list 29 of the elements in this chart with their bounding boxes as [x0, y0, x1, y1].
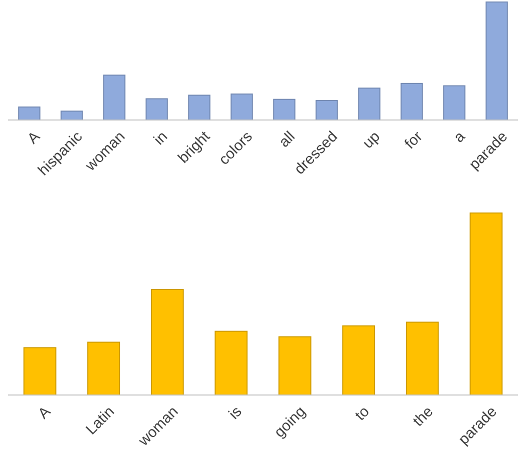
x-tick-label: A: [34, 403, 54, 422]
x-tick-label: is: [226, 403, 246, 423]
bar: [443, 85, 466, 120]
x-tick-label: in: [150, 128, 171, 148]
bar: [18, 106, 40, 120]
bar: [146, 98, 168, 120]
bar: [188, 94, 210, 120]
bar: [316, 100, 338, 120]
bar: [23, 347, 56, 396]
bar: [103, 74, 126, 120]
bar: [230, 94, 253, 120]
bar: [214, 330, 248, 396]
bar: [406, 322, 439, 396]
bar: [273, 98, 296, 120]
bar: [87, 342, 120, 396]
bar: [400, 82, 423, 120]
bar: [358, 88, 380, 120]
bar: [486, 2, 508, 120]
x-tick-label: a: [450, 128, 469, 146]
x-tick-label: up: [360, 128, 384, 152]
x-tick-label: the: [410, 403, 437, 430]
bar: [60, 110, 83, 120]
x-tick-label: all: [276, 128, 298, 151]
bar: [150, 288, 184, 396]
bar: [342, 325, 376, 396]
x-tick-label: for: [402, 128, 426, 153]
x-tick-label: to: [352, 403, 373, 424]
bar: [278, 336, 312, 396]
bar: [470, 212, 503, 396]
